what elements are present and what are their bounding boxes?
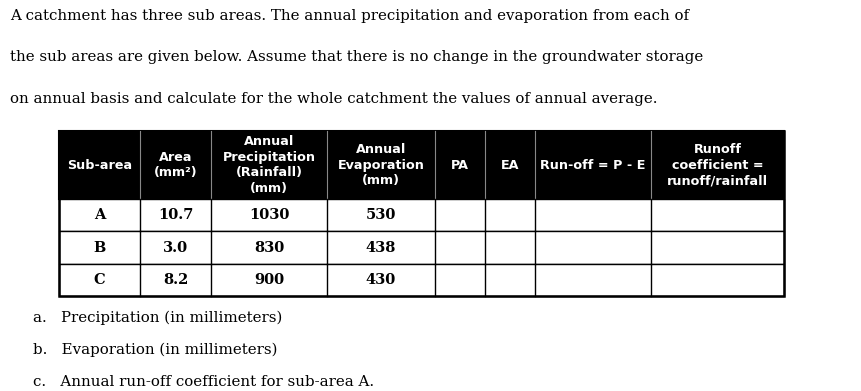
Text: the sub areas are given below. Assume that there is no change in the groundwater: the sub areas are given below. Assume th…	[10, 50, 703, 65]
Text: 8.2: 8.2	[163, 273, 189, 287]
Text: 1030: 1030	[249, 208, 289, 222]
Text: 530: 530	[366, 208, 396, 222]
Bar	[59, 231, 784, 264]
Bar	[59, 199, 784, 231]
Bar	[59, 131, 784, 296]
Text: 430: 430	[366, 273, 396, 287]
Bar	[59, 264, 784, 296]
Text: 830: 830	[254, 240, 284, 255]
Text: C: C	[94, 273, 105, 287]
Text: 900: 900	[254, 273, 284, 287]
Bar	[59, 131, 784, 199]
Text: a.   Precipitation (in millimeters): a. Precipitation (in millimeters)	[33, 310, 282, 325]
Text: B: B	[93, 240, 106, 255]
Text: EA: EA	[500, 159, 519, 172]
Text: Annual
Evaporation
(mm): Annual Evaporation (mm)	[338, 143, 424, 187]
Text: 438: 438	[366, 240, 396, 255]
Text: Sub-area: Sub-area	[67, 159, 132, 172]
Text: A: A	[94, 208, 105, 222]
Text: PA: PA	[451, 159, 468, 172]
Text: c.   Annual run-off coefficient for sub-area A.: c. Annual run-off coefficient for sub-ar…	[33, 375, 374, 389]
Text: Area
(mm²): Area (mm²)	[154, 151, 197, 179]
Text: Annual
Precipitation
(Rainfall)
(mm): Annual Precipitation (Rainfall) (mm)	[222, 135, 316, 195]
Bar	[59, 131, 784, 199]
Text: b.   Evaporation (in millimeters): b. Evaporation (in millimeters)	[33, 343, 277, 357]
Text: Run-off = P - E: Run-off = P - E	[540, 159, 646, 172]
Bar	[59, 231, 784, 264]
Text: A catchment has three sub areas. The annual precipitation and evaporation from e: A catchment has three sub areas. The ann…	[10, 9, 690, 23]
Text: on annual basis and calculate for the whole catchment the values of annual avera: on annual basis and calculate for the wh…	[10, 92, 658, 106]
Text: Runoff
coefficient =
runoff/rainfall: Runoff coefficient = runoff/rainfall	[667, 143, 768, 187]
Bar	[59, 199, 784, 231]
Text: 10.7: 10.7	[158, 208, 194, 222]
Bar	[59, 264, 784, 296]
Text: 3.0: 3.0	[163, 240, 189, 255]
